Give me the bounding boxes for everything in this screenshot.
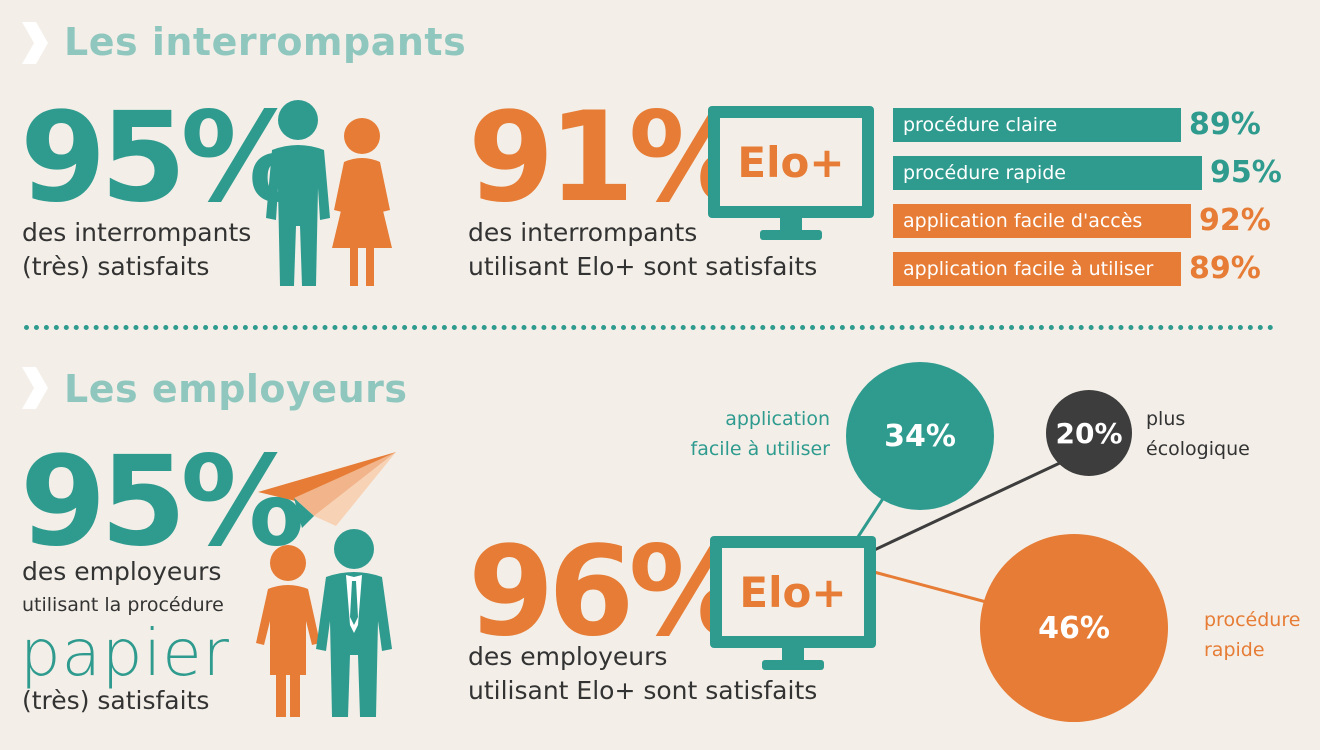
- stat-description: des employeurs utilisant Elo+ sont satis…: [468, 640, 817, 708]
- bubble-label: application facile à utiliser: [684, 404, 830, 465]
- stat-employeurs-papier: 95%: [20, 430, 305, 574]
- stat-description-line: des interrompants: [468, 218, 698, 247]
- paper-plane-icon: [258, 452, 396, 528]
- couple-icon: [266, 100, 392, 286]
- bubble-application-facile: 34%: [846, 362, 994, 510]
- section-divider: [24, 325, 1274, 330]
- bubble-label: procédure rapide: [1204, 605, 1300, 666]
- employers-couple-icon: [256, 529, 392, 717]
- monitor-icon: Elo+: [708, 106, 874, 240]
- bar: procédure claire: [893, 108, 1181, 142]
- bubble-label-line: procédure: [1204, 609, 1301, 631]
- chevron-right-icon: [22, 22, 48, 64]
- stat-description: des employeurs: [22, 556, 221, 587]
- stat-interrompants-satisfaits: 95%: [20, 86, 305, 230]
- bubble-label-line: rapide: [1204, 639, 1265, 662]
- stat-description-line: utilisant Elo+ sont satisfaits: [468, 675, 818, 705]
- bar: procédure rapide: [893, 156, 1202, 190]
- stat-description-line: utilisant Elo+ sont satisfaits: [468, 251, 818, 281]
- stat-description: des interrompants utilisant Elo+ sont sa…: [468, 216, 817, 284]
- bar-value: 92%: [1199, 203, 1271, 238]
- chevron-right-icon: [22, 367, 48, 409]
- bubble-label-line: plus: [1146, 408, 1186, 430]
- stat-employeurs-elo: 96%: [468, 520, 753, 664]
- bar: application facile d'accès: [893, 204, 1191, 238]
- monitor-label: Elo+: [739, 567, 847, 617]
- bubble-ecologique: 20%: [1046, 390, 1132, 476]
- bubble-label: plus écologique: [1146, 404, 1250, 465]
- stat-interrompants-elo: 91%: [468, 86, 753, 230]
- stat-description-line: des employeurs: [22, 557, 222, 586]
- stat-description-line: des interrompants: [22, 218, 252, 247]
- bubble-label-line: facile à utiliser: [690, 438, 830, 461]
- bar-value: 89%: [1189, 107, 1261, 142]
- monitor-icon: Elo+: [710, 536, 876, 670]
- monitor-label: Elo+: [737, 137, 845, 187]
- stat-description-line: des employeurs: [468, 642, 668, 671]
- section-title-interrompants: Les interrompants: [64, 20, 467, 64]
- bubble-procedure-rapide: 46%: [980, 534, 1168, 722]
- bubble-label-line: écologique: [1146, 438, 1250, 461]
- stat-description-highlight: papier: [20, 617, 230, 691]
- stat-description-line: (très) satisfaits: [22, 251, 210, 281]
- section-title-employeurs: Les employeurs: [64, 367, 408, 411]
- stat-description: des interrompants (très) satisfaits: [22, 216, 251, 284]
- bar-value: 95%: [1210, 155, 1282, 190]
- bubble-label-line: application: [725, 408, 830, 430]
- stat-description-line: (très) satisfaits: [22, 686, 210, 715]
- bar: application facile à utiliser: [893, 252, 1181, 286]
- stat-description-line: utilisant la procédure: [22, 594, 224, 616]
- bar-value: 89%: [1189, 251, 1261, 286]
